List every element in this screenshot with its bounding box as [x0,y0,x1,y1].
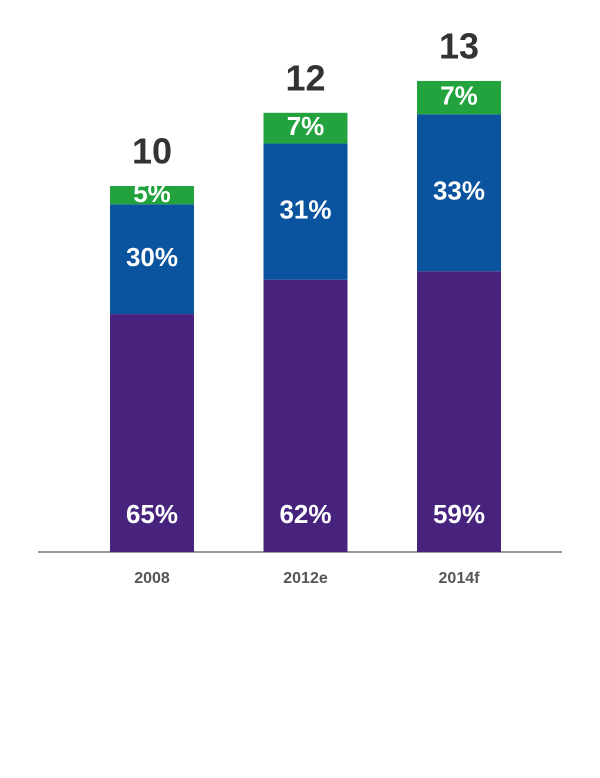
segment-label: 33% [433,176,485,206]
segment-label: 30% [126,242,178,272]
segment-label: 7% [440,80,478,110]
bar-segment [110,186,194,205]
segment-label: 31% [279,194,331,224]
bar-segment [263,112,348,144]
bar-segment [417,271,501,552]
x-tick-label: 2012e [283,570,328,587]
x-tick-label: 2008 [134,570,170,587]
bar-segment [417,114,501,272]
segment-label: 59% [433,499,485,529]
total-label: 13 [439,25,479,66]
x-tick-label: 2014f [439,570,481,587]
bar-segment [110,204,194,315]
bar-segment [417,80,501,115]
total-label: 12 [285,57,325,98]
segment-label: 65% [126,499,178,529]
segment-label: 5% [133,178,171,208]
segment-label: 62% [279,499,331,529]
total-label: 10 [132,131,172,172]
bar-segment [110,314,194,552]
bar-segment [263,279,348,552]
segment-label: 7% [287,111,325,141]
bar-segment [263,143,348,280]
